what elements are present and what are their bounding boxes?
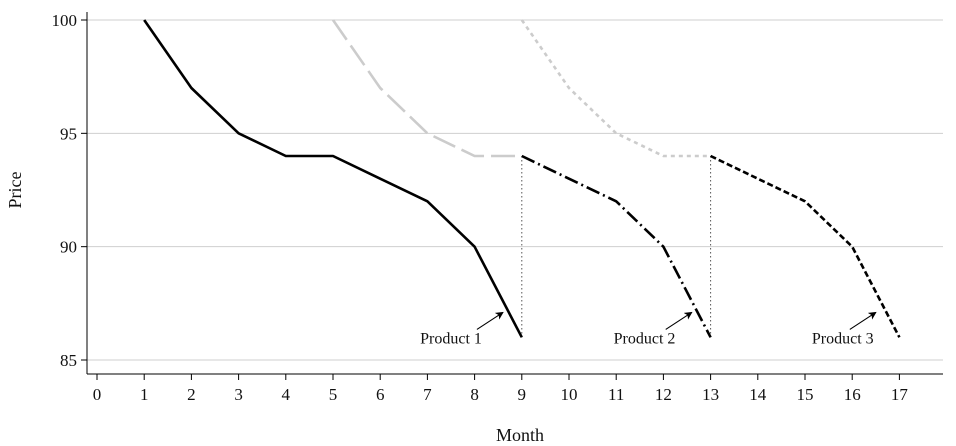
x-tick-label: 5 — [329, 385, 338, 404]
x-tick-label: 17 — [891, 385, 909, 404]
series-line-2 — [331, 19, 522, 158]
x-tick-label: 1 — [140, 385, 149, 404]
gridlines — [87, 19, 943, 361]
x-tick-label: 2 — [187, 385, 196, 404]
y-axis-title: Price — [5, 171, 25, 208]
series-line-4 — [520, 19, 711, 158]
annotations: Product 1 Product 2 Product 3 — [420, 311, 877, 347]
x-tick-label: 3 — [234, 385, 243, 404]
series-line-5 — [710, 154, 901, 338]
x-tick-label: 11 — [608, 385, 624, 404]
x-tick-label: 4 — [282, 385, 291, 404]
series-lines — [143, 19, 901, 338]
annotation-label-1: Product 1 — [420, 330, 482, 347]
annotation-arrow-3 — [849, 311, 877, 330]
x-tick-label: 8 — [470, 385, 479, 404]
annotation-label-2: Product 2 — [614, 330, 676, 347]
x-tick-label: 14 — [749, 385, 767, 404]
y-tick-label: 100 — [52, 11, 78, 30]
x-tick-label: 16 — [844, 385, 861, 404]
series-line-3 — [521, 154, 712, 338]
y-tick-label: 85 — [60, 351, 77, 370]
x-tick-label: 0 — [93, 385, 102, 404]
annotation-label-3: Product 3 — [812, 330, 874, 347]
annotation-arrow-1 — [476, 311, 504, 330]
series-line-1 — [143, 19, 523, 338]
x-axis-title: Month — [496, 425, 544, 445]
x-tick-label: 6 — [376, 385, 385, 404]
annotation-arrow-2 — [665, 311, 693, 330]
x-tick-label: 15 — [797, 385, 814, 404]
x-tick-label: 7 — [423, 385, 432, 404]
y-tick-label: 95 — [60, 124, 77, 143]
x-tick-label: 10 — [561, 385, 578, 404]
y-tick-label: 90 — [60, 238, 77, 257]
x-tick-label: 9 — [518, 385, 527, 404]
x-tick-label: 13 — [702, 385, 719, 404]
x-tick-label: 12 — [655, 385, 672, 404]
